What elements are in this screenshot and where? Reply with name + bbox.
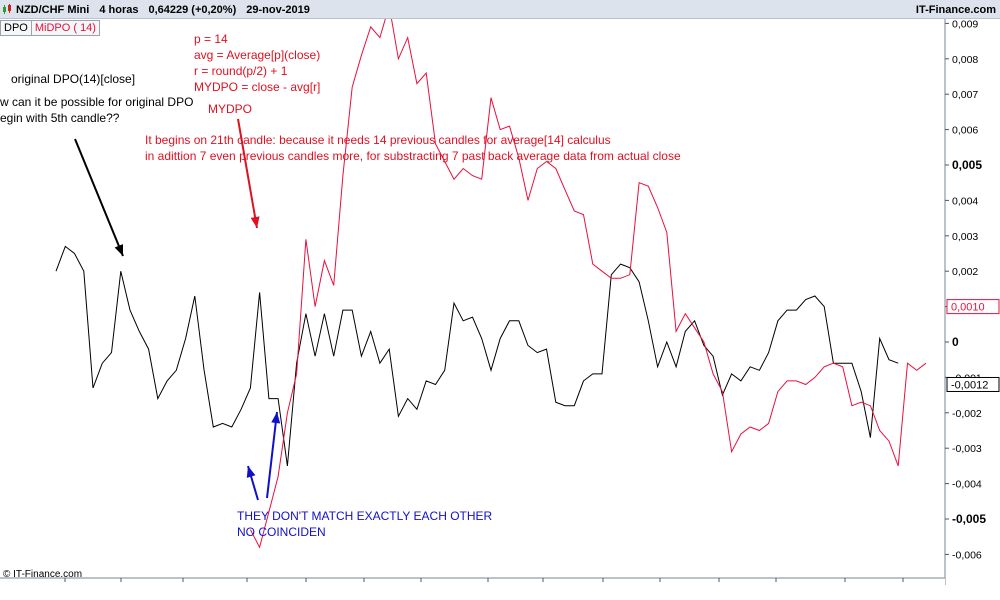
plot-area[interactable] <box>0 19 945 578</box>
y-tick-label: -0,006 <box>952 549 982 561</box>
last-value-label: 0,0010 <box>951 302 985 314</box>
y-tick-label: 0,006 <box>952 125 978 137</box>
price-label: 0,64229 (+0,20%) <box>148 4 237 16</box>
timeframe-label: 4 horas <box>99 4 139 16</box>
annotation-original-question-1: w can it be possible for original DPO <box>0 95 194 109</box>
red-arrow <box>237 118 260 229</box>
y-tick-label: -0,002 <box>952 408 982 420</box>
annotation-code-2: avg = Average[p](close) <box>194 48 321 62</box>
annotation-code-3: r = round(p/2) + 1 <box>194 64 288 78</box>
series-line-dpo[interactable] <box>55 245 899 466</box>
date-label: 29-nov-2019 <box>246 4 310 16</box>
annotation-begins-1: It begins on 21th candle: because it nee… <box>145 133 611 147</box>
symbol-label: NZD/CHF Mini <box>16 4 90 16</box>
annotation-original-question-2: egin with 5th candle?? <box>0 111 120 125</box>
y-tick-label: 0,003 <box>952 231 978 243</box>
y-tick-label: 0,002 <box>952 266 978 278</box>
series-line-midpo[interactable] <box>249 19 927 549</box>
blue-arrow-right <box>266 411 281 499</box>
y-tick-label: -0,003 <box>952 443 982 455</box>
y-tick-label: 0 <box>952 335 959 349</box>
indicator-chart[interactable]: 0,009 0,008 0,007 0,006 0,005 0,004 0,003 0,002… <box>0 19 1000 585</box>
instrument-info: NZD/CHF Mini 4 horas 0,64229 (+0,20%) 29-no… <box>2 4 310 16</box>
brand-label: IT-Finance.com <box>915 4 996 16</box>
annotation-mydpo: MYDPO <box>208 102 253 116</box>
last-value-tag-midpo: 0,0010 <box>946 299 1000 315</box>
annotation-begins-2: in adittion 7 even previous candles more… <box>145 149 681 163</box>
blue-arrow-left <box>246 465 259 501</box>
indicator-legend: DPO MiDPO ( 14) <box>0 20 100 36</box>
y-tick-label: 0,007 <box>952 89 978 101</box>
annotation-no-match-2: NO COINCIDEN <box>237 525 326 539</box>
candlestick-icon <box>3 4 11 14</box>
copyright-footer: © IT-Finance.com <box>3 569 83 580</box>
annotation-original-title: original DPO(14)[close] <box>11 72 136 86</box>
annotation-no-match-1: THEY DON'T MATCH EXACTLY EACH OTHER <box>237 509 493 523</box>
legend-dpo[interactable]: DPO <box>1 21 32 35</box>
last-value-label: -0,0012 <box>951 379 988 391</box>
annotation-code-4: MYDPO = close - avg[r] <box>194 80 321 94</box>
y-tick-label: -0,004 <box>952 479 982 491</box>
annotation-code-1: p = 14 <box>194 32 228 46</box>
y-tick-label: 0,004 <box>952 195 978 207</box>
black-arrow <box>74 138 124 257</box>
legend-midpo[interactable]: MiDPO ( 14) <box>34 22 96 34</box>
last-value-tag-dpo: -0,0012 <box>946 376 1000 392</box>
y-tick-label: 0,005 <box>952 158 982 172</box>
x-axis-panel <box>0 578 945 585</box>
y-tick-label: 0,008 <box>952 54 978 66</box>
y-tick-label: 0,009 <box>952 19 978 30</box>
y-tick-label: -0,005 <box>952 512 986 526</box>
chart-header-bar: NZD/CHF Mini 4 horas 0,64229 (+0,20%) 29-no… <box>0 0 1000 19</box>
